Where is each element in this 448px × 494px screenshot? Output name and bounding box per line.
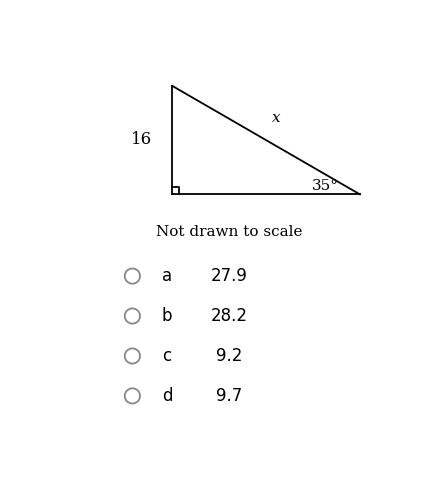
Text: 27.9: 27.9	[211, 267, 248, 285]
Text: 9.2: 9.2	[216, 347, 243, 365]
Text: 28.2: 28.2	[211, 307, 248, 325]
Text: Not drawn to scale: Not drawn to scale	[156, 225, 303, 240]
Text: d: d	[162, 387, 172, 405]
Text: c: c	[163, 347, 172, 365]
Text: 16: 16	[130, 130, 151, 148]
Text: b: b	[162, 307, 172, 325]
Text: x: x	[272, 111, 281, 125]
Text: 9.7: 9.7	[216, 387, 243, 405]
Text: a: a	[162, 267, 172, 285]
Text: 35°: 35°	[311, 178, 339, 193]
